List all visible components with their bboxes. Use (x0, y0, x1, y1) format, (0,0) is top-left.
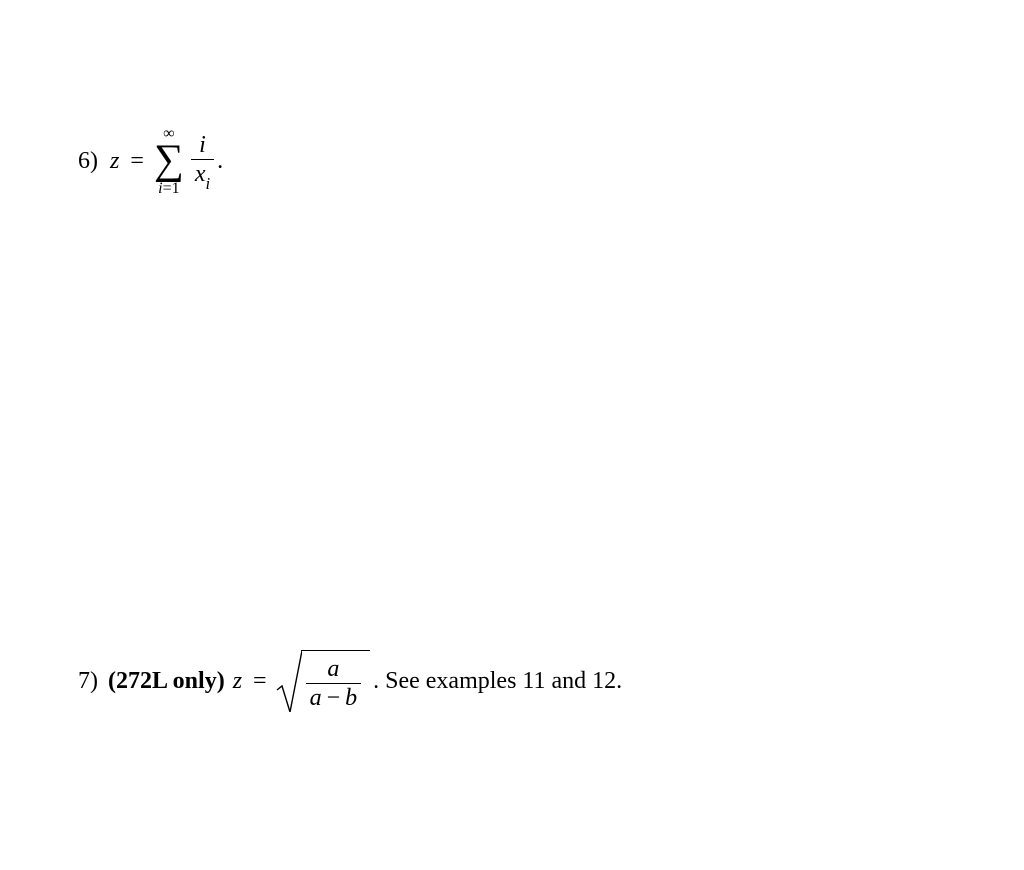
period: . (217, 148, 223, 175)
den-var: x (195, 161, 206, 187)
summation-symbol: ∞ ∑ i=1 (154, 126, 184, 197)
den-b: b (345, 685, 357, 711)
fraction-denominator: xi (191, 159, 214, 191)
equation-6: z = ∞ ∑ i=1 i xi . (108, 126, 223, 197)
minus-sign: − (327, 685, 341, 711)
fraction: a a−b (306, 657, 362, 710)
problem-6: 6) z = ∞ ∑ i=1 i xi . (78, 126, 223, 197)
equals-sign: = (130, 148, 144, 175)
sum-lower-limit: i=1 (158, 181, 179, 197)
problem-7: 7) (272L only) z = a a−b . (78, 650, 622, 712)
sum-index-eq: =1 (163, 180, 180, 197)
radicand: a a−b (301, 650, 371, 712)
square-root: a a−b (276, 650, 371, 712)
den-subscript: i (206, 174, 211, 193)
document-page: 6) z = ∞ ∑ i=1 i xi . 7) (272L only) (0, 0, 1024, 870)
problem-number: 7) (78, 668, 98, 695)
tail-text: See examples 11 and 12. (385, 668, 622, 695)
radical-icon (276, 650, 302, 712)
equals-sign: = (253, 668, 267, 695)
fraction-denominator: a−b (306, 683, 362, 710)
variable-z: z (110, 148, 119, 175)
equation-7: (272L only) z = a a−b . See examples 1 (108, 650, 622, 712)
prefix-label: (272L only) (108, 668, 225, 695)
fraction-numerator: i (195, 133, 210, 159)
fraction-numerator: a (323, 657, 343, 683)
fraction: i xi (191, 133, 214, 191)
den-a: a (310, 685, 322, 711)
variable-z: z (233, 668, 242, 695)
sigma-icon: ∑ (154, 144, 184, 178)
period: . (373, 668, 379, 695)
problem-number: 6) (78, 148, 98, 175)
